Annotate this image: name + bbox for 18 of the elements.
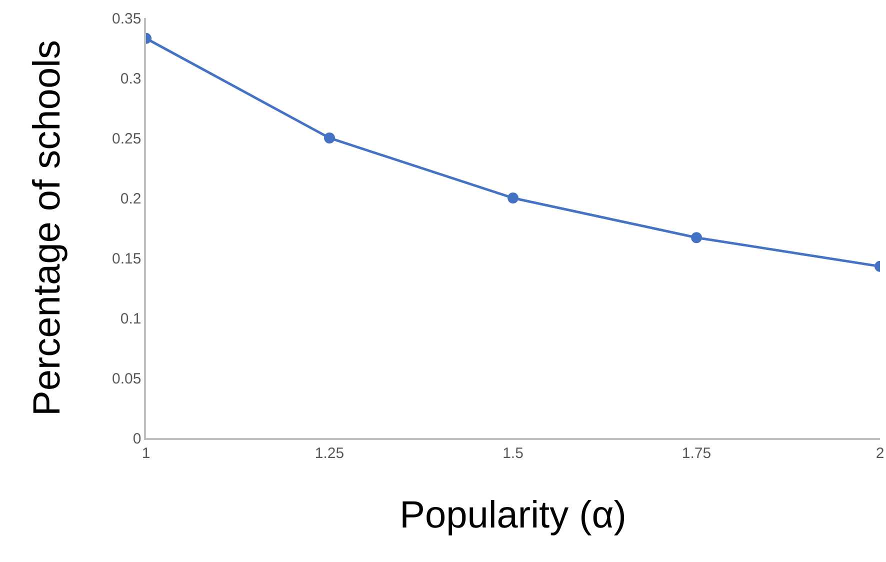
y-tick-label: 0.15 — [112, 250, 142, 268]
y-tick-label: 0.05 — [112, 370, 142, 388]
point — [324, 132, 335, 144]
x-tick-label: 1 — [142, 444, 150, 462]
y-tick-label: 0.25 — [112, 130, 142, 148]
x-tick-label: 1.25 — [314, 444, 344, 462]
y-tick-label: 0.2 — [120, 190, 142, 208]
y-axis-title: Percentage of schools — [26, 40, 69, 416]
y-tick-label: 0.1 — [120, 310, 142, 328]
y-tick-label: 0.35 — [112, 10, 142, 28]
point — [508, 192, 518, 204]
y-tick-label: 0 — [132, 430, 142, 448]
y-tick-label: 0.3 — [120, 70, 142, 88]
x-tick-label: 2 — [876, 444, 884, 462]
point — [691, 232, 702, 244]
x-tick-label: 1.5 — [502, 444, 524, 462]
x-tick-label: 1.75 — [682, 444, 712, 462]
x-axis-title: Popularity (α) — [400, 494, 626, 536]
